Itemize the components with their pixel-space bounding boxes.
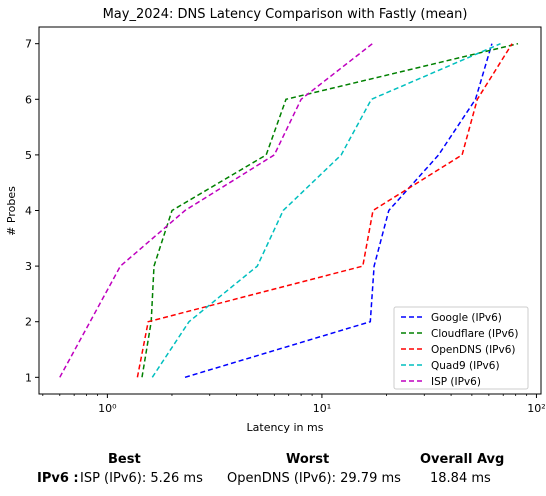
- summary-best-header: Best: [108, 452, 141, 467]
- summary-avg-header: Overall Avg: [420, 452, 505, 467]
- series-lines: [59, 42, 519, 379]
- series-line-4: [59, 43, 373, 378]
- summary-worst-value: OpenDNS (IPv6): 29.79 ms: [227, 471, 401, 486]
- y-tick-label-5: 5: [25, 149, 32, 162]
- y-tick-label-7: 7: [25, 38, 32, 51]
- summary-worst-header: Worst: [286, 452, 330, 467]
- x-tick-label-10: 10¹: [313, 402, 331, 415]
- latency-chart: May_2024: DNS Latency Comparison with Fa…: [5, 7, 546, 434]
- legend: Google (IPv6) Cloudflare (IPv6) OpenDNS (I…: [393, 306, 529, 390]
- summary-avg-value: 18.84 ms: [430, 471, 491, 486]
- y-tick-label-6: 6: [25, 93, 32, 106]
- y-axis-label: # Probes: [5, 186, 18, 236]
- legend-box: [393, 306, 529, 390]
- summary-best-value: ISP (IPv6): 5.26 ms: [80, 471, 203, 486]
- y-tick-label-1: 1: [25, 371, 32, 384]
- legend-label-2: OpenDNS (IPv6): [431, 344, 516, 356]
- y-tick-label-4: 4: [25, 205, 32, 218]
- y-tick-label-2: 2: [25, 316, 32, 329]
- series-line-2: [136, 43, 513, 378]
- legend-label-1: Cloudflare (IPv6): [431, 328, 518, 340]
- legend-label-4: ISP (IPv6): [431, 376, 481, 388]
- chart-title: May_2024: DNS Latency Comparison with Fa…: [103, 7, 468, 22]
- summary-row-label: IPv6 :: [37, 471, 79, 486]
- series-line-1: [141, 42, 519, 378]
- x-axis-label: Latency in ms: [247, 421, 324, 434]
- legend-label-3: Quad9 (IPv6): [431, 360, 500, 372]
- series-line-3: [151, 43, 501, 378]
- x-tick-label-100: 10²: [527, 402, 545, 415]
- x-tick-label-1: 10⁰: [98, 402, 117, 415]
- legend-label-0: Google (IPv6): [431, 312, 502, 324]
- axis-ticks: 1 2 3 4 5 6 7 10⁰ 10¹ 10²: [25, 38, 546, 415]
- y-tick-label-3: 3: [25, 260, 32, 273]
- series-line-0: [184, 43, 493, 379]
